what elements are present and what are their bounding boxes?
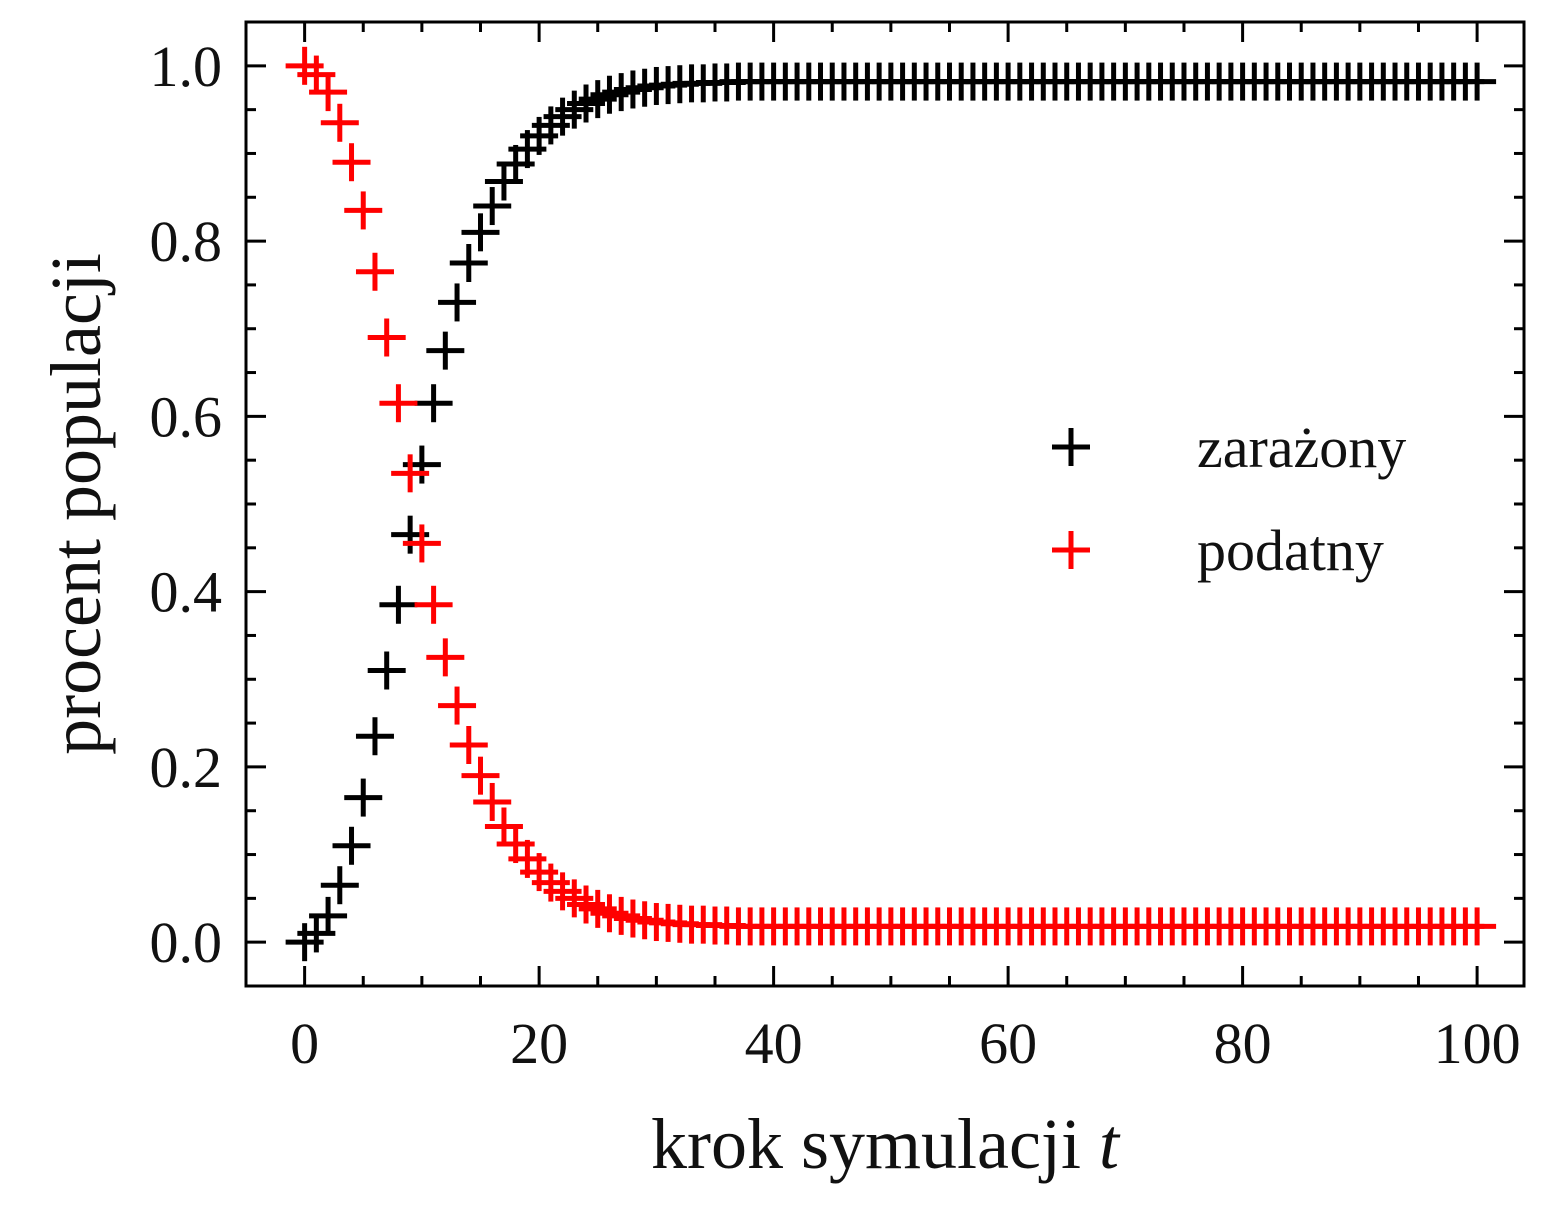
y-tick-label: 0.2 [150, 735, 223, 800]
tick-labels: 0 20 40 60 80 100 0.0 0.2 0.4 0.6 0.8 1.0 [150, 34, 1521, 1076]
legend-item: podatny [1052, 518, 1384, 583]
data-point [449, 726, 488, 764]
data-point [449, 244, 488, 282]
data-point [332, 143, 371, 182]
data-point [438, 686, 477, 725]
x-tick-label: 80 [1214, 1011, 1272, 1076]
data-point [461, 213, 500, 252]
x-tick-label: 0 [290, 1011, 319, 1076]
ticks [246, 22, 1524, 986]
x-tick-label: 20 [510, 1011, 568, 1076]
x-axis-label: krok symulacji t [651, 1104, 1121, 1184]
data-point [461, 756, 500, 795]
legend-label: podatny [1197, 518, 1384, 583]
legend-marker [1052, 531, 1090, 569]
x-tick-label: 40 [745, 1011, 803, 1076]
data-point [320, 866, 359, 905]
data-point [344, 191, 383, 230]
series-1 [285, 46, 1497, 946]
markers [285, 46, 1497, 962]
data-point [320, 103, 359, 142]
data-point [367, 318, 406, 357]
data-point [426, 331, 465, 370]
data-point [414, 384, 453, 423]
y-tick-label: 1.0 [150, 34, 223, 99]
legend-marker [1052, 428, 1090, 466]
data-point [379, 585, 418, 624]
data-point [367, 651, 406, 690]
plot-frame [244, 20, 1526, 988]
y-tick-label: 0.8 [150, 209, 223, 274]
data-point [1458, 907, 1497, 946]
legend-label: zarażony [1197, 415, 1406, 480]
x-tick-label: 100 [1434, 1011, 1521, 1076]
x-tick-label: 60 [979, 1011, 1037, 1076]
data-point [344, 778, 383, 817]
x-axis-label-variable: t [1099, 1104, 1121, 1184]
data-point [355, 717, 394, 756]
data-point [332, 826, 371, 865]
data-point [473, 187, 512, 226]
series-0 [285, 62, 1497, 962]
legend-item: zarażony [1052, 415, 1406, 480]
data-point [402, 524, 441, 563]
legend: zarażony podatny [1052, 415, 1406, 583]
y-tick-label: 0.6 [150, 384, 223, 449]
data-point [309, 896, 348, 935]
y-tick-label: 0.0 [150, 910, 223, 975]
y-axis-label: procent populacji [36, 253, 116, 755]
data-point [391, 454, 430, 493]
data-point [355, 252, 394, 291]
y-tick-label: 0.4 [150, 560, 223, 625]
data-point [379, 384, 418, 423]
data-point [414, 585, 453, 624]
data-point [473, 782, 512, 821]
data-point [426, 638, 465, 677]
data-point [309, 73, 348, 112]
data-point [438, 283, 477, 322]
data-point [1458, 62, 1497, 101]
x-axis-label-text: krok symulacji [651, 1104, 1081, 1184]
